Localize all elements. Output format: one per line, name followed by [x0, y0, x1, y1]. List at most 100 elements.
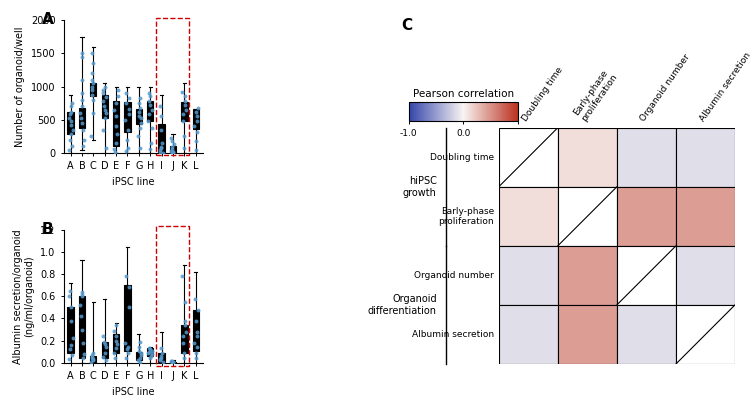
- Point: [133, 112, 145, 119]
- X-axis label: iPSC line: iPSC line: [112, 386, 154, 397]
- PathPatch shape: [124, 102, 130, 132]
- Point: [64, 288, 76, 294]
- Point: [66, 352, 78, 358]
- Point: [132, 357, 144, 364]
- Point: [65, 131, 77, 137]
- Point: [63, 293, 75, 299]
- Point: [76, 77, 88, 83]
- Point: [86, 83, 98, 90]
- Point: [157, 150, 169, 156]
- Point: [100, 94, 112, 100]
- Point: [166, 359, 178, 366]
- Point: [76, 289, 88, 295]
- Point: [86, 358, 98, 365]
- Point: [64, 122, 76, 128]
- Point: [77, 143, 89, 150]
- Point: [154, 147, 166, 154]
- Point: [65, 103, 77, 110]
- Text: C: C: [401, 18, 412, 33]
- Point: [156, 140, 168, 146]
- Point: [99, 106, 111, 113]
- Point: [146, 353, 158, 359]
- PathPatch shape: [79, 296, 85, 358]
- Point: [119, 340, 131, 346]
- Point: [110, 337, 122, 344]
- Point: [122, 127, 134, 133]
- Point: [134, 100, 146, 106]
- Point: [122, 349, 134, 356]
- Point: [165, 135, 177, 141]
- Point: [179, 318, 191, 324]
- Point: [179, 106, 191, 113]
- Point: [86, 133, 98, 139]
- Bar: [558, 305, 616, 364]
- Point: [134, 104, 146, 111]
- Point: [98, 98, 109, 104]
- Point: [76, 54, 88, 60]
- Point: [66, 100, 78, 106]
- Y-axis label: Number of organoid/well: Number of organoid/well: [15, 26, 26, 147]
- Text: Albumin secretion: Albumin secretion: [412, 330, 494, 339]
- Point: [134, 108, 146, 115]
- PathPatch shape: [193, 109, 199, 129]
- Point: [119, 116, 131, 123]
- Text: Organoid
differentiation: Organoid differentiation: [368, 294, 436, 316]
- Point: [142, 349, 154, 356]
- Point: [120, 90, 132, 96]
- Point: [86, 352, 98, 358]
- PathPatch shape: [170, 361, 176, 363]
- Point: [110, 100, 122, 106]
- Point: [145, 93, 157, 100]
- Point: [166, 358, 178, 364]
- Point: [146, 347, 158, 354]
- Point: [166, 150, 178, 156]
- Point: [87, 97, 99, 103]
- Point: [178, 133, 190, 139]
- Point: [133, 347, 145, 354]
- Point: [144, 102, 156, 108]
- Text: Doubling time: Doubling time: [521, 65, 565, 123]
- Point: [176, 111, 188, 118]
- Point: [157, 358, 169, 365]
- Point: [100, 110, 112, 116]
- Point: [123, 111, 135, 118]
- Point: [63, 356, 75, 363]
- Point: [179, 98, 191, 104]
- Point: [134, 144, 146, 151]
- Bar: [499, 305, 558, 364]
- PathPatch shape: [136, 109, 142, 125]
- Point: [190, 147, 202, 154]
- Point: [112, 87, 124, 93]
- Bar: [616, 305, 676, 364]
- Point: [86, 354, 98, 360]
- Point: [66, 143, 78, 150]
- Point: [143, 349, 155, 355]
- Point: [154, 144, 166, 150]
- Point: [76, 50, 88, 56]
- Bar: [558, 128, 616, 187]
- Point: [76, 293, 88, 299]
- Point: [64, 304, 76, 311]
- X-axis label: iPSC line: iPSC line: [112, 177, 154, 187]
- Point: [123, 304, 135, 311]
- Point: [78, 137, 90, 143]
- Point: [108, 146, 120, 152]
- Text: Organoid number: Organoid number: [414, 271, 494, 280]
- Point: [154, 127, 166, 133]
- PathPatch shape: [182, 102, 188, 121]
- Point: [86, 50, 98, 56]
- Point: [64, 111, 76, 118]
- Point: [155, 145, 167, 152]
- Point: [178, 355, 190, 361]
- Bar: [616, 128, 676, 187]
- Point: [135, 352, 147, 358]
- Point: [188, 340, 200, 346]
- Bar: [616, 187, 676, 246]
- Title: Pearson correlation: Pearson correlation: [413, 89, 514, 100]
- Point: [179, 328, 191, 335]
- Point: [86, 77, 98, 83]
- Point: [77, 355, 89, 361]
- Point: [109, 148, 121, 155]
- Point: [191, 333, 203, 339]
- Point: [191, 118, 203, 124]
